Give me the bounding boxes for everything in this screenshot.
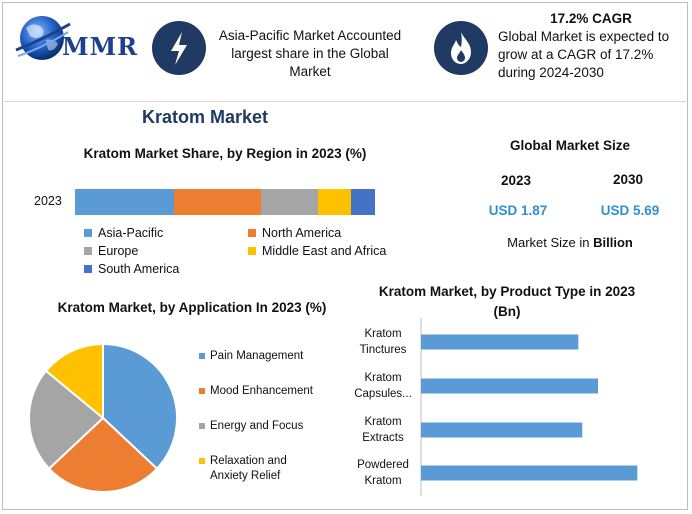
- unit-note-prefix: Market Size in: [507, 235, 594, 250]
- global-size-unit-note: Market Size in Billion: [480, 235, 660, 250]
- legend-label: South America: [98, 262, 180, 276]
- product-type-chart-title: Kratom Market, by Product Type in 2023 (…: [378, 284, 636, 319]
- pie-slice-pain-management: [102, 342, 178, 471]
- product-type-label-line: Kratom: [364, 328, 402, 340]
- application-pie-chart: [28, 342, 178, 493]
- product-type-label-line: Kratom: [364, 475, 402, 487]
- logo-text: MMR: [62, 32, 139, 61]
- global-size-value-2023: USD 1.87: [488, 203, 548, 218]
- header-divider: [2, 101, 688, 102]
- region-bar-segment-europe: [261, 189, 318, 215]
- pie-slice-energy-and-focus: [28, 369, 105, 471]
- global-size-value-2030: USD 5.69: [600, 203, 660, 218]
- legend-label: Europe: [98, 244, 139, 258]
- application-legend-item-pain-management: Pain Management: [199, 349, 339, 364]
- application-chart-title: Kratom Market, by Application In 2023 (%…: [57, 300, 327, 315]
- product-type-label-line: Kratom: [364, 372, 402, 384]
- legend-swatch: [199, 458, 205, 464]
- global-size-title: Global Market Size: [509, 138, 631, 153]
- product-type-label-kratom-extracts: Kratom Extracts: [343, 414, 423, 446]
- legend-label: Asia-Pacific: [98, 226, 164, 240]
- legend-swatch: [199, 388, 205, 394]
- highlight-cagr: 17.2% CAGR Global Market is expected to …: [498, 10, 684, 82]
- page-title: Kratom Market: [141, 107, 269, 127]
- legend-label: North America: [262, 226, 342, 240]
- product-type-label-line: Kratom: [364, 416, 402, 428]
- region-chart-title: Kratom Market Share, by Region in 2023 (…: [83, 146, 367, 161]
- legend-swatch: [84, 229, 92, 237]
- product-type-label-line: Extracts: [362, 432, 404, 444]
- region-bar-segment-south-america: [351, 189, 375, 215]
- product-type-bar-kratom-capsules: [421, 378, 598, 394]
- region-legend-item-north-america: North America: [248, 226, 341, 240]
- legend-label: Mood Enhancement: [210, 385, 313, 397]
- product-type-bar-kratom-extracts: [421, 422, 583, 438]
- legend-label: Middle East and Africa: [262, 244, 387, 258]
- legend-swatch: [248, 229, 256, 237]
- unit-note-unit: Billion: [593, 235, 633, 250]
- region-bar-segment-middle-east-and-africa: [318, 189, 351, 215]
- application-legend-item-mood-enhancement: Mood Enhancement: [199, 384, 339, 399]
- product-type-label-line: Capsules...: [354, 388, 412, 400]
- legend-swatch: [84, 265, 92, 273]
- pie-slice-mood-enhancement: [47, 416, 159, 493]
- cagr-title: 17.2% CAGR: [550, 11, 632, 26]
- infographic-frame: [2, 2, 688, 510]
- product-type-label-kratom-tinctures: Kratom Tinctures: [343, 326, 423, 358]
- product-type-label-line: Tinctures: [359, 344, 407, 356]
- legend-swatch: [199, 423, 205, 429]
- region-legend-item-middle-east-and-africa: Middle East and Africa: [248, 244, 386, 258]
- product-type-bar-kratom-tinctures: [421, 334, 579, 350]
- flame-badge: [434, 21, 488, 75]
- cagr-text: Global Market is expected to grow at a C…: [498, 29, 670, 80]
- legend-label: Pain Management: [210, 350, 304, 362]
- global-size-year-2023: 2023: [500, 173, 532, 188]
- lightning-icon: [171, 32, 187, 65]
- lightning-badge: [152, 21, 206, 75]
- region-bar-segment-north-america: [174, 189, 261, 215]
- region-legend-item-south-america: South America: [84, 262, 179, 276]
- highlight-regional-share: Asia-Pacific Market Accounted largest sh…: [218, 28, 402, 79]
- legend-label: Relaxation and: [210, 455, 287, 467]
- product-type-label-line: Powdered: [357, 459, 409, 471]
- global-size-year-2030: 2030: [612, 172, 644, 187]
- flame-icon: [451, 32, 471, 64]
- product-type-bar-chart: [420, 318, 638, 496]
- globe-logo-icon: [15, 16, 71, 60]
- product-type-bar-powdered-kratom: [421, 465, 638, 481]
- legend-label: Anxiety Relief: [210, 470, 281, 482]
- product-type-label-kratom-capsules: Kratom Capsules...: [343, 370, 423, 402]
- legend-swatch: [199, 353, 205, 359]
- product-type-label-powdered-kratom: Powdered Kratom: [343, 457, 423, 489]
- region-legend-item-asia-pacific: Asia-Pacific: [84, 226, 163, 240]
- legend-swatch: [84, 247, 92, 255]
- region-bar-segment-asia-pacific: [75, 189, 174, 215]
- application-legend-item-energy-and-focus: Energy and Focus: [199, 419, 339, 434]
- region-chart-category-label: 2023: [34, 194, 62, 208]
- region-stacked-bar-chart: [75, 189, 375, 215]
- region-legend-item-europe: Europe: [84, 244, 138, 258]
- legend-label: Energy and Focus: [210, 420, 304, 432]
- pie-slice-relaxation-and-anxiety-relief: [44, 342, 104, 421]
- application-legend-item-relaxation-and-anxiety-relief: Relaxation and Anxiety Relief: [199, 454, 339, 484]
- legend-swatch: [248, 247, 256, 255]
